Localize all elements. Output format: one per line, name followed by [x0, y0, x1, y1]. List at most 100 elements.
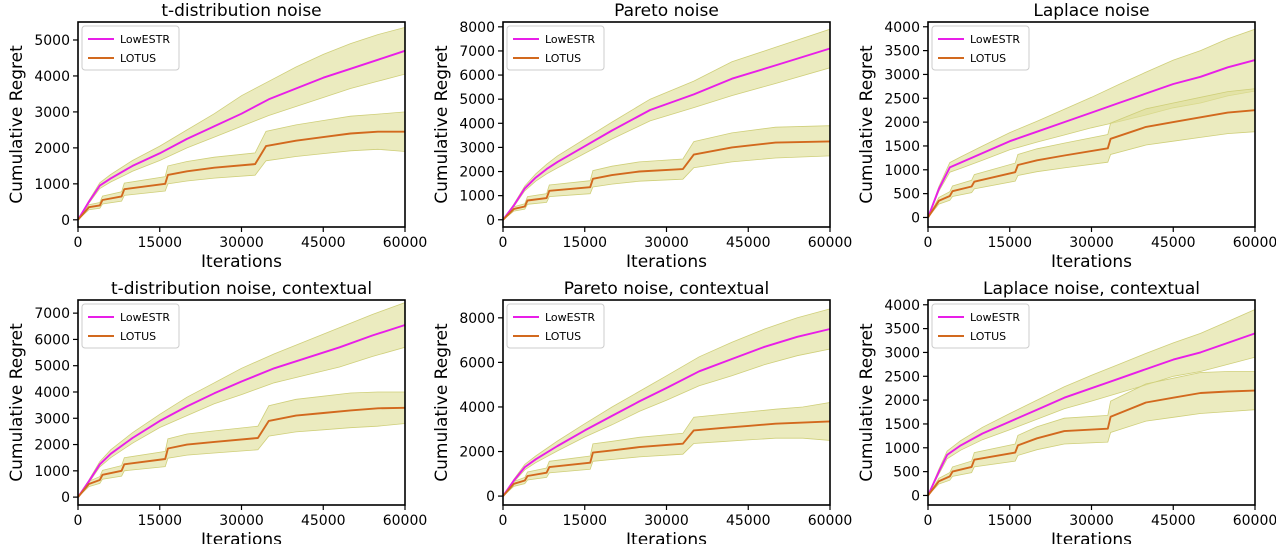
y-tick-label: 6000	[459, 355, 495, 371]
y-tick-label: 1000	[884, 441, 920, 457]
y-tick-label: 0	[911, 488, 920, 504]
x-tick-label: 15000	[137, 235, 182, 251]
x-tick-label: 60000	[1233, 235, 1276, 251]
y-tick-label: 4000	[884, 298, 920, 314]
x-tick-label: 45000	[726, 513, 771, 529]
x-axis-label: Iterations	[626, 252, 707, 272]
y-tick-label: 0	[61, 490, 70, 506]
y-tick-label: 6000	[34, 332, 70, 348]
x-axis-label: Iterations	[201, 252, 282, 272]
series-line-lotus	[927, 389, 1256, 497]
x-tick-label: 60000	[808, 513, 853, 529]
legend: LowESTR LOTUS	[506, 25, 605, 71]
confidence-band-lotus	[502, 125, 831, 221]
x-tick-label: 30000	[219, 513, 264, 529]
y-tick-label: 0	[486, 489, 495, 505]
y-tick-label: 0	[61, 213, 70, 229]
series-line-lowestr	[502, 47, 831, 221]
legend-label-lotus: LOTUS	[545, 52, 581, 65]
y-tick-label: 1000	[884, 163, 920, 179]
y-tick-label: 2500	[884, 369, 920, 385]
chart-panel-5: 0 15000 30000 45000 60000 0 2000 4000 6000 8000 Pa…	[432, 279, 852, 544]
y-tick-label: 5000	[34, 359, 70, 375]
x-tick-label: 15000	[562, 513, 607, 529]
x-tick-label: 30000	[219, 235, 264, 251]
y-axis-label: Cumulative Regret	[857, 323, 877, 482]
x-tick-label: 15000	[562, 235, 607, 251]
x-tick-label: 15000	[137, 513, 182, 529]
x-tick-label: 60000	[383, 513, 428, 529]
legend-label-lowestr: LowESTR	[970, 311, 1020, 324]
series-line-lotus	[502, 420, 831, 497]
y-tick-label: 2000	[459, 445, 495, 461]
x-tick-label: 30000	[644, 235, 689, 251]
y-tick-label: 500	[893, 187, 920, 203]
x-tick-label: 15000	[987, 513, 1032, 529]
chart-title: t-distribution noise, contextual	[111, 279, 372, 299]
y-tick-label: 1000	[459, 189, 495, 205]
y-tick-label: 0	[911, 210, 920, 226]
x-tick-label: 30000	[1069, 235, 1114, 251]
x-tick-label: 45000	[301, 235, 346, 251]
chart-panel-4: 0 15000 30000 45000 60000 0 1000 2000 3000 4000 50…	[7, 279, 427, 544]
legend-label-lotus: LOTUS	[970, 330, 1006, 343]
series-line-lotus	[77, 406, 406, 498]
series-line-lowestr	[927, 59, 1256, 218]
y-tick-label: 4000	[884, 20, 920, 36]
legend-label-lowestr: LowESTR	[545, 311, 595, 324]
y-tick-label: 2000	[34, 438, 70, 454]
y-tick-label: 4000	[459, 400, 495, 416]
y-tick-label: 3000	[34, 105, 70, 121]
y-tick-label: 8000	[459, 20, 495, 36]
y-tick-label: 1000	[34, 464, 70, 480]
y-axis-label: Cumulative Regret	[857, 45, 877, 204]
y-tick-label: 2000	[34, 141, 70, 157]
x-tick-label: 45000	[301, 513, 346, 529]
y-tick-label: 7000	[459, 44, 495, 60]
legend-label-lotus: LOTUS	[545, 330, 581, 343]
x-tick-label: 45000	[1151, 235, 1196, 251]
chart-panel-2: 0 15000 30000 45000 60000 0 1000 2000 3000 4000 50…	[432, 1, 852, 272]
y-tick-label: 1000	[34, 177, 70, 193]
y-tick-label: 4000	[459, 116, 495, 132]
chart-panel-6: 0 15000 30000 45000 60000 0 500 1000 1500 2000 250…	[857, 279, 1276, 544]
legend: LowESTR LOTUS	[931, 25, 1030, 71]
x-tick-label: 60000	[383, 235, 428, 251]
y-tick-label: 6000	[459, 68, 495, 84]
y-tick-label: 5000	[459, 92, 495, 108]
series-line-lowestr	[927, 332, 1256, 496]
legend-label-lowestr: LowESTR	[120, 311, 170, 324]
y-tick-label: 2000	[884, 393, 920, 409]
y-tick-label: 7000	[34, 306, 70, 322]
series-line-lotus	[927, 109, 1256, 219]
x-axis-label: Iterations	[626, 530, 707, 544]
y-axis-label: Cumulative Regret	[7, 45, 27, 204]
x-axis-label: Iterations	[1051, 252, 1132, 272]
chart-title: t-distribution noise	[161, 1, 321, 21]
x-tick-label: 0	[499, 235, 508, 251]
legend: LowESTR LOTUS	[81, 303, 180, 349]
series-line-lowestr	[77, 324, 406, 498]
y-axis-label: Cumulative Regret	[432, 323, 452, 482]
legend: LowESTR LOTUS	[81, 25, 180, 71]
x-tick-label: 0	[924, 235, 933, 251]
y-tick-label: 5000	[34, 33, 70, 49]
x-tick-label: 30000	[1069, 513, 1114, 529]
x-tick-label: 45000	[726, 235, 771, 251]
x-tick-label: 15000	[987, 235, 1032, 251]
y-tick-label: 3000	[884, 345, 920, 361]
series-line-lotus	[502, 140, 831, 221]
chart-panel-1: 0 15000 30000 45000 60000 0 1000 2000 3000 4000 50…	[7, 1, 427, 272]
y-tick-label: 3000	[884, 67, 920, 83]
x-tick-label: 60000	[1233, 513, 1276, 529]
legend-label-lotus: LOTUS	[970, 52, 1006, 65]
y-tick-label: 500	[893, 465, 920, 481]
y-tick-label: 3000	[34, 411, 70, 427]
legend-label-lotus: LOTUS	[120, 52, 156, 65]
legend-label-lowestr: LowESTR	[545, 33, 595, 46]
y-tick-label: 4000	[34, 385, 70, 401]
y-tick-label: 1500	[884, 417, 920, 433]
x-tick-label: 0	[74, 235, 83, 251]
legend-label-lowestr: LowESTR	[120, 33, 170, 46]
